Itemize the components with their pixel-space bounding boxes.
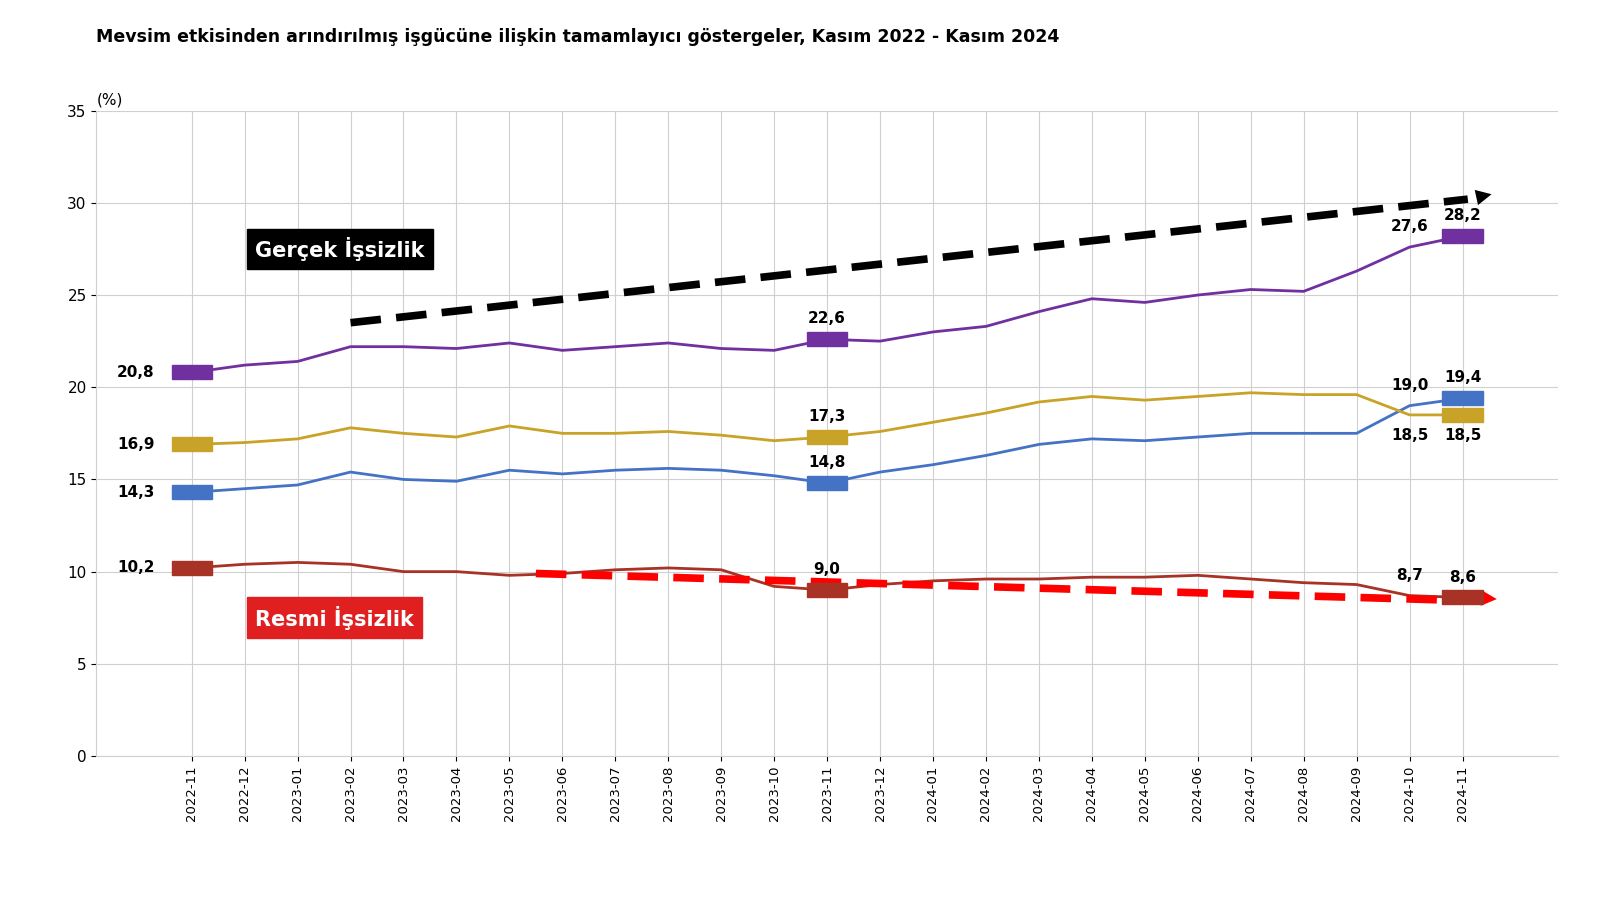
Text: 20,8: 20,8 <box>117 365 154 380</box>
Bar <box>172 365 212 380</box>
Bar <box>806 332 847 347</box>
Text: (%): (%) <box>96 92 122 107</box>
Text: 14,3: 14,3 <box>117 485 154 500</box>
Text: Mevsim etkisinden arındırılmış işgücüne ilişkin tamamlayıcı göstergeler, Kasım 2: Mevsim etkisinden arındırılmış işgücüne … <box>96 28 1059 46</box>
Text: 19,0: 19,0 <box>1390 378 1427 393</box>
Bar <box>806 583 847 597</box>
Text: 10,2: 10,2 <box>117 561 154 575</box>
Text: Gerçek İşsizlik: Gerçek İşsizlik <box>255 237 424 261</box>
Text: 18,5: 18,5 <box>1443 428 1480 443</box>
Text: 19,4: 19,4 <box>1443 371 1480 385</box>
Text: Resmi İşsizlik: Resmi İşsizlik <box>255 606 414 630</box>
Text: 9,0: 9,0 <box>814 562 839 577</box>
Text: 8,7: 8,7 <box>1395 568 1422 583</box>
Text: 18,5: 18,5 <box>1390 428 1427 443</box>
Bar <box>1441 229 1481 243</box>
Text: 16,9: 16,9 <box>117 437 154 452</box>
Bar <box>1441 391 1481 406</box>
Bar <box>806 430 847 444</box>
Text: 8,6: 8,6 <box>1448 570 1475 585</box>
Bar <box>806 476 847 491</box>
Text: 27,6: 27,6 <box>1390 219 1427 234</box>
Bar <box>1441 408 1481 422</box>
Text: 22,6: 22,6 <box>807 312 846 326</box>
Bar <box>172 485 212 500</box>
Bar <box>172 437 212 452</box>
Text: 28,2: 28,2 <box>1443 208 1480 223</box>
Text: 14,8: 14,8 <box>807 455 846 470</box>
Bar <box>172 561 212 575</box>
Text: 17,3: 17,3 <box>807 409 846 424</box>
Bar <box>1441 590 1481 605</box>
